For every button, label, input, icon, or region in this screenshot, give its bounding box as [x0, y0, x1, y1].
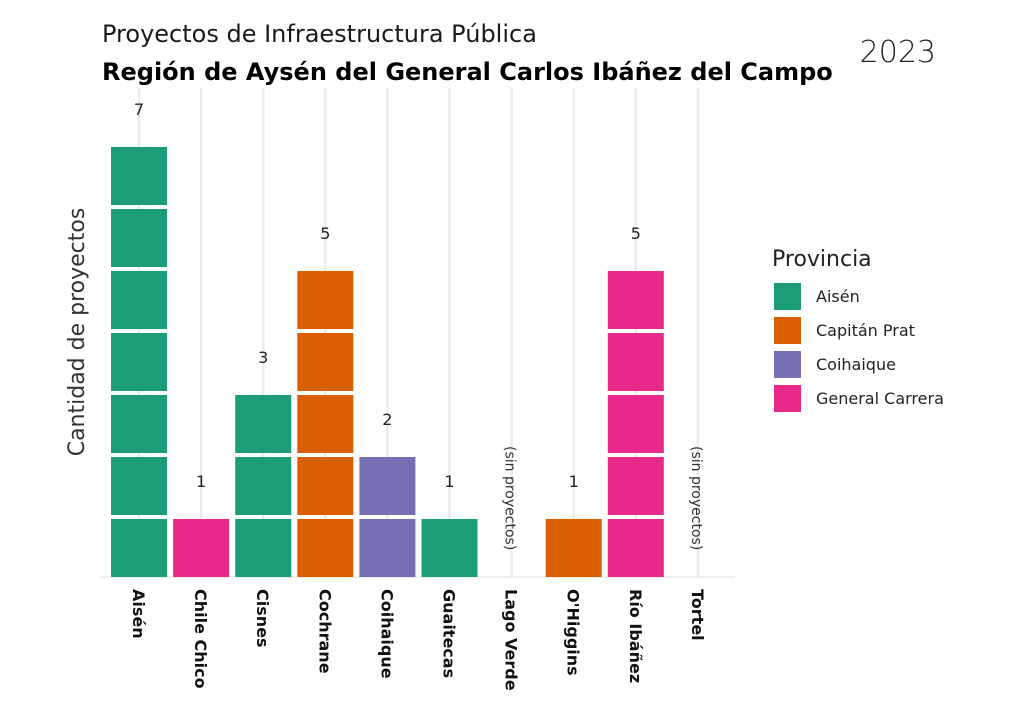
bar-block-aisen-7	[111, 147, 167, 205]
legend-swatch-capitan-prat	[774, 317, 801, 344]
legend-label-capitan-prat: Capitán Prat	[816, 321, 915, 340]
bar-block-aisen-1	[111, 519, 167, 577]
bar-block-rio-ibanez-3	[607, 395, 664, 453]
chart-title: Región de Aysén del General Carlos Ibáñe…	[102, 58, 833, 86]
x-tick-lago-verde: Lago Verde	[502, 589, 521, 691]
bar-block-aisen-5	[111, 271, 167, 329]
bar-block-cochrane-2	[297, 457, 354, 515]
x-tick-guaitecas: Guaitecas	[440, 589, 459, 678]
legend: Provincia Aisén Capitán Prat Coihaique Gene…	[772, 247, 944, 412]
bar-block-o-higgins-1	[545, 519, 602, 577]
legend-label-coihaique: Coihaique	[816, 355, 896, 374]
count-label-o-higgins: 1	[569, 472, 579, 491]
grid-lines	[137, 88, 700, 577]
x-tick-cochrane: Cochrane	[315, 589, 334, 674]
chart-subtitle: Proyectos de Infraestructura Pública	[102, 20, 537, 48]
count-label-guaitecas: 1	[444, 472, 454, 491]
legend-swatch-coihaique	[774, 351, 801, 378]
bar-block-guaitecas-1	[421, 519, 478, 577]
legend-label-general-carrera: General Carrera	[816, 389, 944, 408]
bar-block-rio-ibanez-2	[607, 457, 664, 515]
bar-block-aisen-6	[111, 209, 167, 267]
year-label: 2023	[860, 35, 936, 70]
count-label-cisnes: 3	[258, 348, 268, 367]
bar-block-cochrane-5	[297, 271, 354, 329]
x-tick-aisen: Aisén	[129, 589, 148, 639]
empty-label-lago-verde: (sin proyectos)	[502, 446, 518, 550]
bar-block-cochrane-4	[297, 333, 354, 391]
y-axis-label: Cantidad de proyectos	[65, 208, 90, 457]
legend-title: Provincia	[772, 247, 872, 272]
bars	[111, 147, 664, 577]
count-label-coihaique: 2	[382, 410, 392, 429]
legend-swatch-aisen	[774, 283, 801, 310]
bar-block-aisen-4	[111, 333, 167, 391]
bar-block-cisnes-1	[235, 519, 292, 577]
empty-label-tortel: (sin proyectos)	[688, 446, 704, 550]
x-tick-rio-ibanez: Río Ibáñez	[626, 589, 645, 683]
bar-block-cisnes-2	[235, 457, 292, 515]
bar-block-cisnes-3	[235, 395, 292, 453]
bar-block-cochrane-3	[297, 395, 354, 453]
count-label-aisen: 7	[134, 100, 144, 119]
count-label-cochrane: 5	[320, 224, 330, 243]
bar-block-rio-ibanez-4	[607, 333, 664, 391]
data-labels: 7 1 3 5 2 1 (sin proyectos) 1 5 (sin proyectos)	[134, 100, 704, 550]
x-tick-cisnes: Cisnes	[253, 589, 272, 648]
x-tick-tortel: Tortel	[688, 589, 707, 641]
legend-label-aisen: Aisén	[816, 287, 860, 306]
legend-swatch-general-carrera	[774, 385, 801, 412]
x-tick-labels: Aisén Chile Chico Cisnes Cochrane Coihaique G…	[129, 589, 707, 691]
bar-block-cochrane-1	[297, 519, 354, 577]
count-label-chile-chico: 1	[196, 472, 206, 491]
bar-block-rio-ibanez-5	[607, 271, 664, 329]
bar-block-aisen-3	[111, 395, 167, 453]
bar-block-rio-ibanez-1	[607, 519, 664, 577]
x-tick-o-higgins: O'Higgins	[564, 589, 583, 676]
x-tick-coihaique: Coihaique	[377, 589, 396, 679]
bar-block-aisen-2	[111, 457, 167, 515]
bar-block-coihaique-2	[359, 457, 416, 515]
count-label-rio-ibanez: 5	[631, 224, 641, 243]
bar-block-coihaique-1	[359, 519, 416, 577]
bar-block-chile-chico-1	[173, 519, 230, 577]
x-tick-chile-chico: Chile Chico	[191, 589, 210, 689]
